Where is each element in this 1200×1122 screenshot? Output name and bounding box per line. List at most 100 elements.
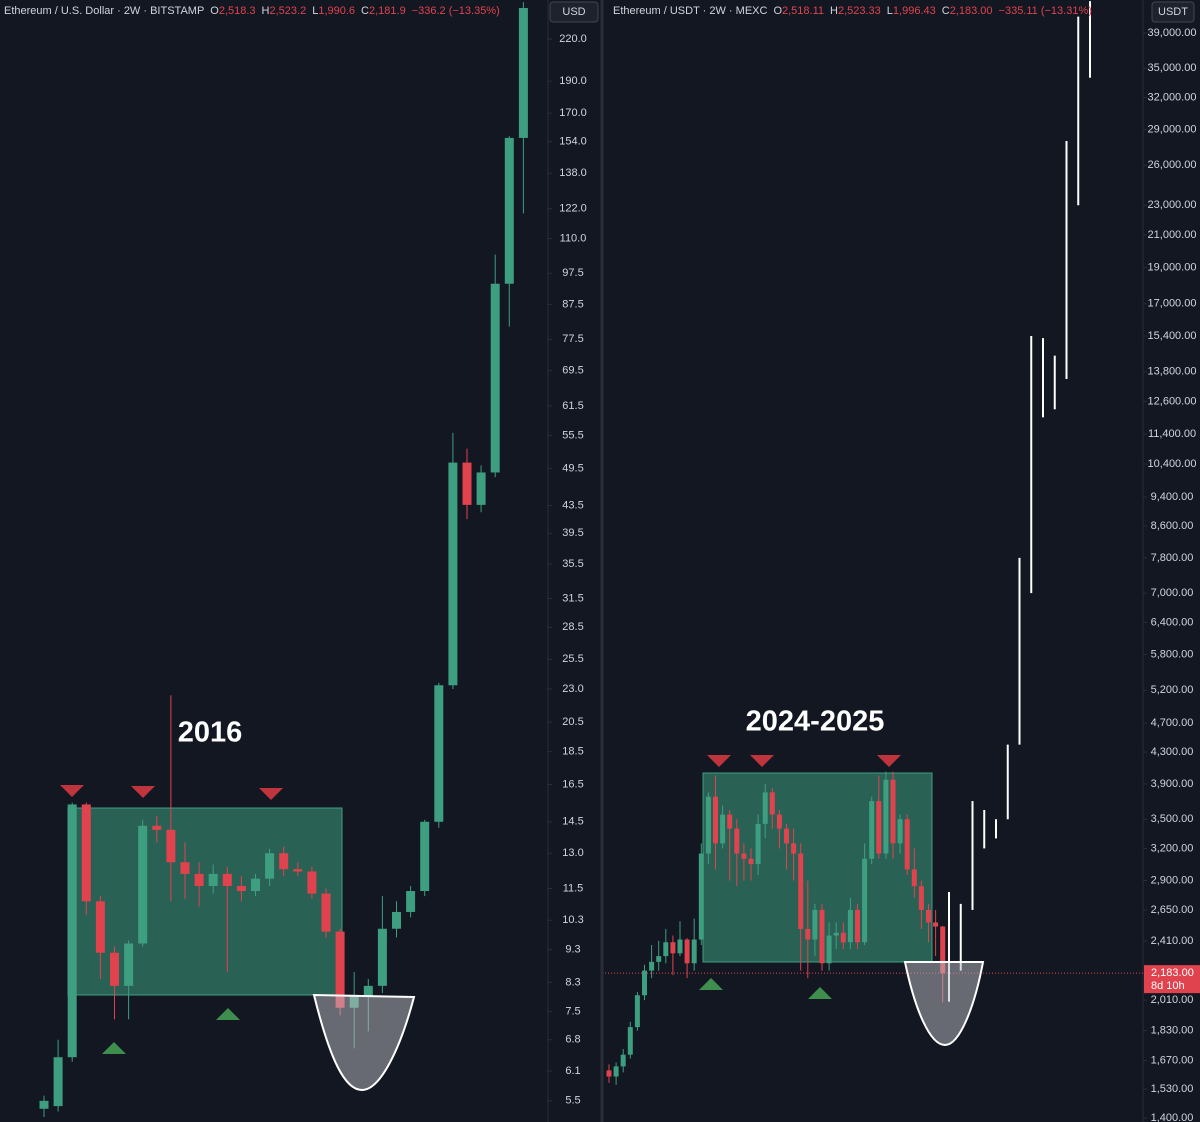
candle-body <box>876 801 882 854</box>
ohlc-key: C <box>941 5 950 17</box>
candle-body <box>776 814 782 829</box>
ohlc-key: H <box>261 5 270 17</box>
currency-label: USDT <box>1158 6 1188 18</box>
y-tick-label: 2,650.00 <box>1151 904 1194 916</box>
ohlc-key: O <box>210 5 219 17</box>
candle-body <box>39 1100 49 1109</box>
y-tick-label: 12,600.00 <box>1148 395 1197 407</box>
candle-body <box>434 685 444 822</box>
symbol-header: Ethereum / U.S. Dollar · 2W · BITSTAMP O2… <box>4 5 500 17</box>
symbol-header: Ethereum / USDT · 2W · MEXC O2,518.11 H2,5… <box>613 5 1092 17</box>
candle-body <box>251 878 260 892</box>
cup-shape <box>903 961 985 1047</box>
candle-body <box>734 828 740 854</box>
candle-body <box>720 814 726 844</box>
symbol-title: Ethereum / USDT · 2W · MEXC <box>613 5 768 17</box>
candle-body <box>67 804 77 1058</box>
y-tick-label: 13.0 <box>562 847 583 859</box>
y-tick-label: 11,400.00 <box>1148 428 1196 440</box>
ohlc-value: 2,523.2 <box>269 5 307 17</box>
ohlc-key: H <box>830 5 838 17</box>
candle-body <box>462 462 472 505</box>
y-tick-label: 49.5 <box>562 462 583 474</box>
y-tick-label: 3,500.00 <box>1151 813 1194 825</box>
y-tick-label: 110.0 <box>560 232 587 244</box>
drawings <box>60 755 985 1092</box>
y-tick-label: 16.5 <box>562 778 583 790</box>
candle-body <box>279 853 289 870</box>
ohlc-value: 2,181.9 <box>368 5 406 17</box>
candle-body <box>448 462 458 686</box>
candle-body <box>705 796 711 854</box>
y-tick-label: 3,200.00 <box>1151 842 1194 854</box>
y-tick-label: 7.5 <box>565 1005 580 1017</box>
y-tick-label: 6.1 <box>565 1065 580 1077</box>
countdown-label: 8d 10h <box>1151 980 1185 992</box>
candle-body <box>222 873 232 887</box>
y-tick-label: 77.5 <box>562 333 583 345</box>
candle-body <box>670 942 676 954</box>
y-tick-label: 55.5 <box>562 429 583 441</box>
change: −336.2 (−13.35%) <box>411 5 500 17</box>
candle-body <box>656 956 662 962</box>
candle-body <box>420 821 430 892</box>
candle-body <box>180 862 190 874</box>
candle-body <box>798 853 804 929</box>
y-tick-label: 10.3 <box>562 914 583 926</box>
y-tick-label: 1,400.00 <box>1151 1112 1194 1122</box>
y-tick-label: 13,800.00 <box>1148 366 1197 378</box>
currency-box <box>1151 1 1195 23</box>
ohlc-value: 2,518.3 <box>218 5 256 17</box>
y-tick-label: 39.5 <box>562 527 583 539</box>
candle-body <box>152 825 162 830</box>
candle-body <box>606 1070 612 1077</box>
candle-body <box>613 1066 619 1077</box>
change: −335.11 (−13.31%) <box>998 5 1092 17</box>
candle-body <box>819 909 825 964</box>
y-tick-label: 35.5 <box>562 558 583 570</box>
range-box <box>702 772 933 963</box>
y-tick-label: 43.5 <box>562 499 583 511</box>
y-tick-label: 23,000.00 <box>1148 199 1197 211</box>
candle-body <box>911 869 917 887</box>
candle-body <box>377 928 387 986</box>
annotation: 2024-2025 <box>746 706 885 738</box>
y-tick-label: 2,410.00 <box>1151 935 1194 947</box>
candle-body <box>307 871 317 894</box>
candle-body <box>883 779 889 854</box>
y-tick-label: 9.3 <box>565 944 580 956</box>
y-tick-label: 2,900.00 <box>1151 874 1194 886</box>
candle-body <box>833 932 839 936</box>
y-tick-label: 87.5 <box>562 298 583 310</box>
y-tick-label: 8.3 <box>565 976 580 988</box>
candle-body <box>855 909 860 943</box>
candle-body <box>194 873 204 887</box>
y-tick-label: 20.5 <box>562 716 583 728</box>
y-tick-label: 3,900.00 <box>1151 778 1194 790</box>
y-tick-label: 10,400.00 <box>1148 458 1197 470</box>
y-tick-label: 7,800.00 <box>1151 552 1194 564</box>
candle-body <box>321 893 331 932</box>
y-tick-label: 26,000.00 <box>1148 159 1197 171</box>
candle-body <box>406 891 416 912</box>
candle-body <box>862 858 868 943</box>
candle-body <box>208 873 218 887</box>
candle-body <box>677 939 683 954</box>
candle-body <box>634 995 640 1028</box>
ohlc-value: 2,523.33 <box>837 5 881 17</box>
y-tick-label: 11.5 <box>563 882 584 894</box>
y-tick-label: 6,400.00 <box>1151 616 1194 628</box>
candle-body <box>840 932 846 943</box>
candle-body <box>663 942 669 957</box>
candle-body <box>363 985 373 997</box>
y-tick-label: 29,000.00 <box>1148 124 1197 136</box>
y-tick-label: 220.0 <box>559 33 587 45</box>
y-tick-label: 28.5 <box>562 621 583 633</box>
y-tick-label: 21,000.00 <box>1148 229 1197 241</box>
candle-body <box>918 886 924 910</box>
y-tick-label: 5.5 <box>565 1095 580 1107</box>
ohlc-value: 2,518.11 <box>782 5 825 17</box>
candle-body <box>691 939 697 964</box>
y-tick-label: 69.5 <box>562 365 583 377</box>
ohlc-value: 1,990.6 <box>318 5 356 17</box>
